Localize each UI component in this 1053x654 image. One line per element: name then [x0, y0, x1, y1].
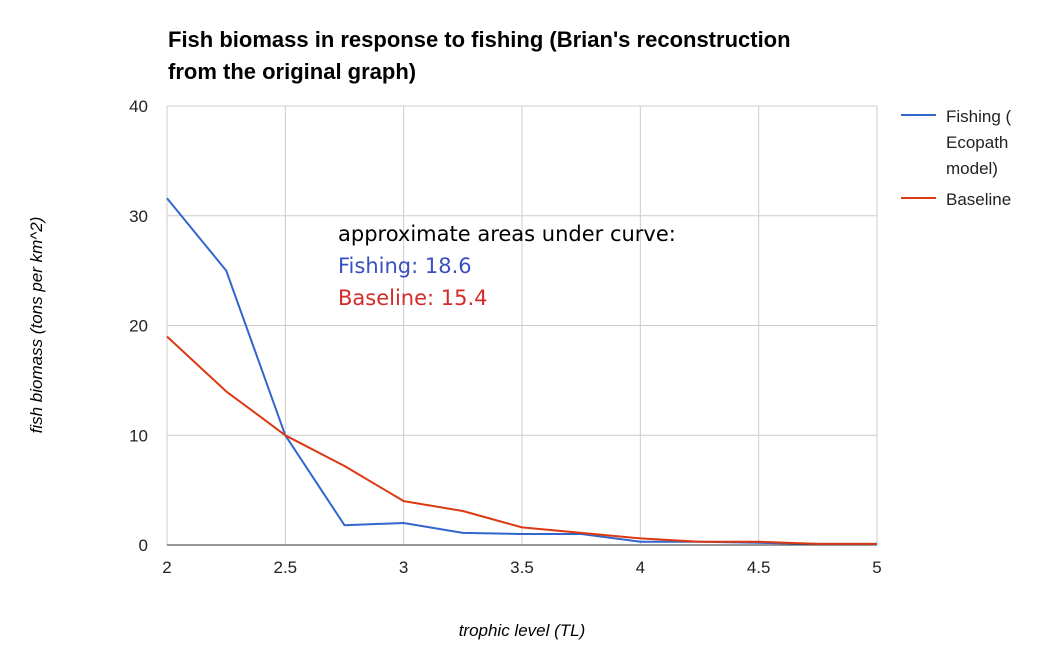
x-axis-ticks: 2 2.5 3 3.5 4 4.5 5: [162, 558, 881, 577]
legend-label-0: Ecopath: [946, 133, 1008, 152]
x-axis-label: trophic level (TL): [459, 621, 586, 640]
chart-title-line2: from the original graph): [168, 59, 416, 84]
y-tick-label: 30: [129, 207, 148, 226]
legend-label-0: model): [946, 159, 998, 178]
x-tick-label: 3.5: [510, 558, 534, 577]
x-tick-label: 2: [162, 558, 171, 577]
annotation: approximate areas under curve: Fishing: …: [338, 222, 676, 310]
x-tick-label: 4.5: [747, 558, 771, 577]
y-tick-label: 0: [139, 536, 148, 555]
annotation-baseline: Baseline: 15.4: [338, 286, 488, 310]
legend: Fishing ( Ecopath model) Baseline: [901, 107, 1012, 209]
series-line-1: [166, 335, 877, 545]
annotation-fishing: Fishing: 18.6: [338, 254, 472, 278]
x-tick-label: 3: [399, 558, 408, 577]
x-tick-label: 5: [872, 558, 881, 577]
annotation-heading: approximate areas under curve:: [338, 222, 676, 246]
legend-label-1: Baseline: [946, 190, 1011, 209]
series-lines: [166, 197, 877, 545]
chart-title-line1: Fish biomass in response to fishing (Bri…: [168, 27, 791, 52]
y-axis-ticks: 0 10 20 30 40: [129, 97, 148, 555]
y-tick-label: 10: [129, 426, 148, 445]
x-tick-label: 4: [636, 558, 645, 577]
y-tick-label: 20: [129, 317, 148, 336]
y-axis-label: fish biomass (tons per km^2): [27, 217, 46, 434]
y-tick-label: 40: [129, 97, 148, 116]
legend-label-0: Fishing (: [946, 107, 1012, 126]
x-tick-label: 2.5: [274, 558, 298, 577]
gridlines: [166, 105, 878, 546]
